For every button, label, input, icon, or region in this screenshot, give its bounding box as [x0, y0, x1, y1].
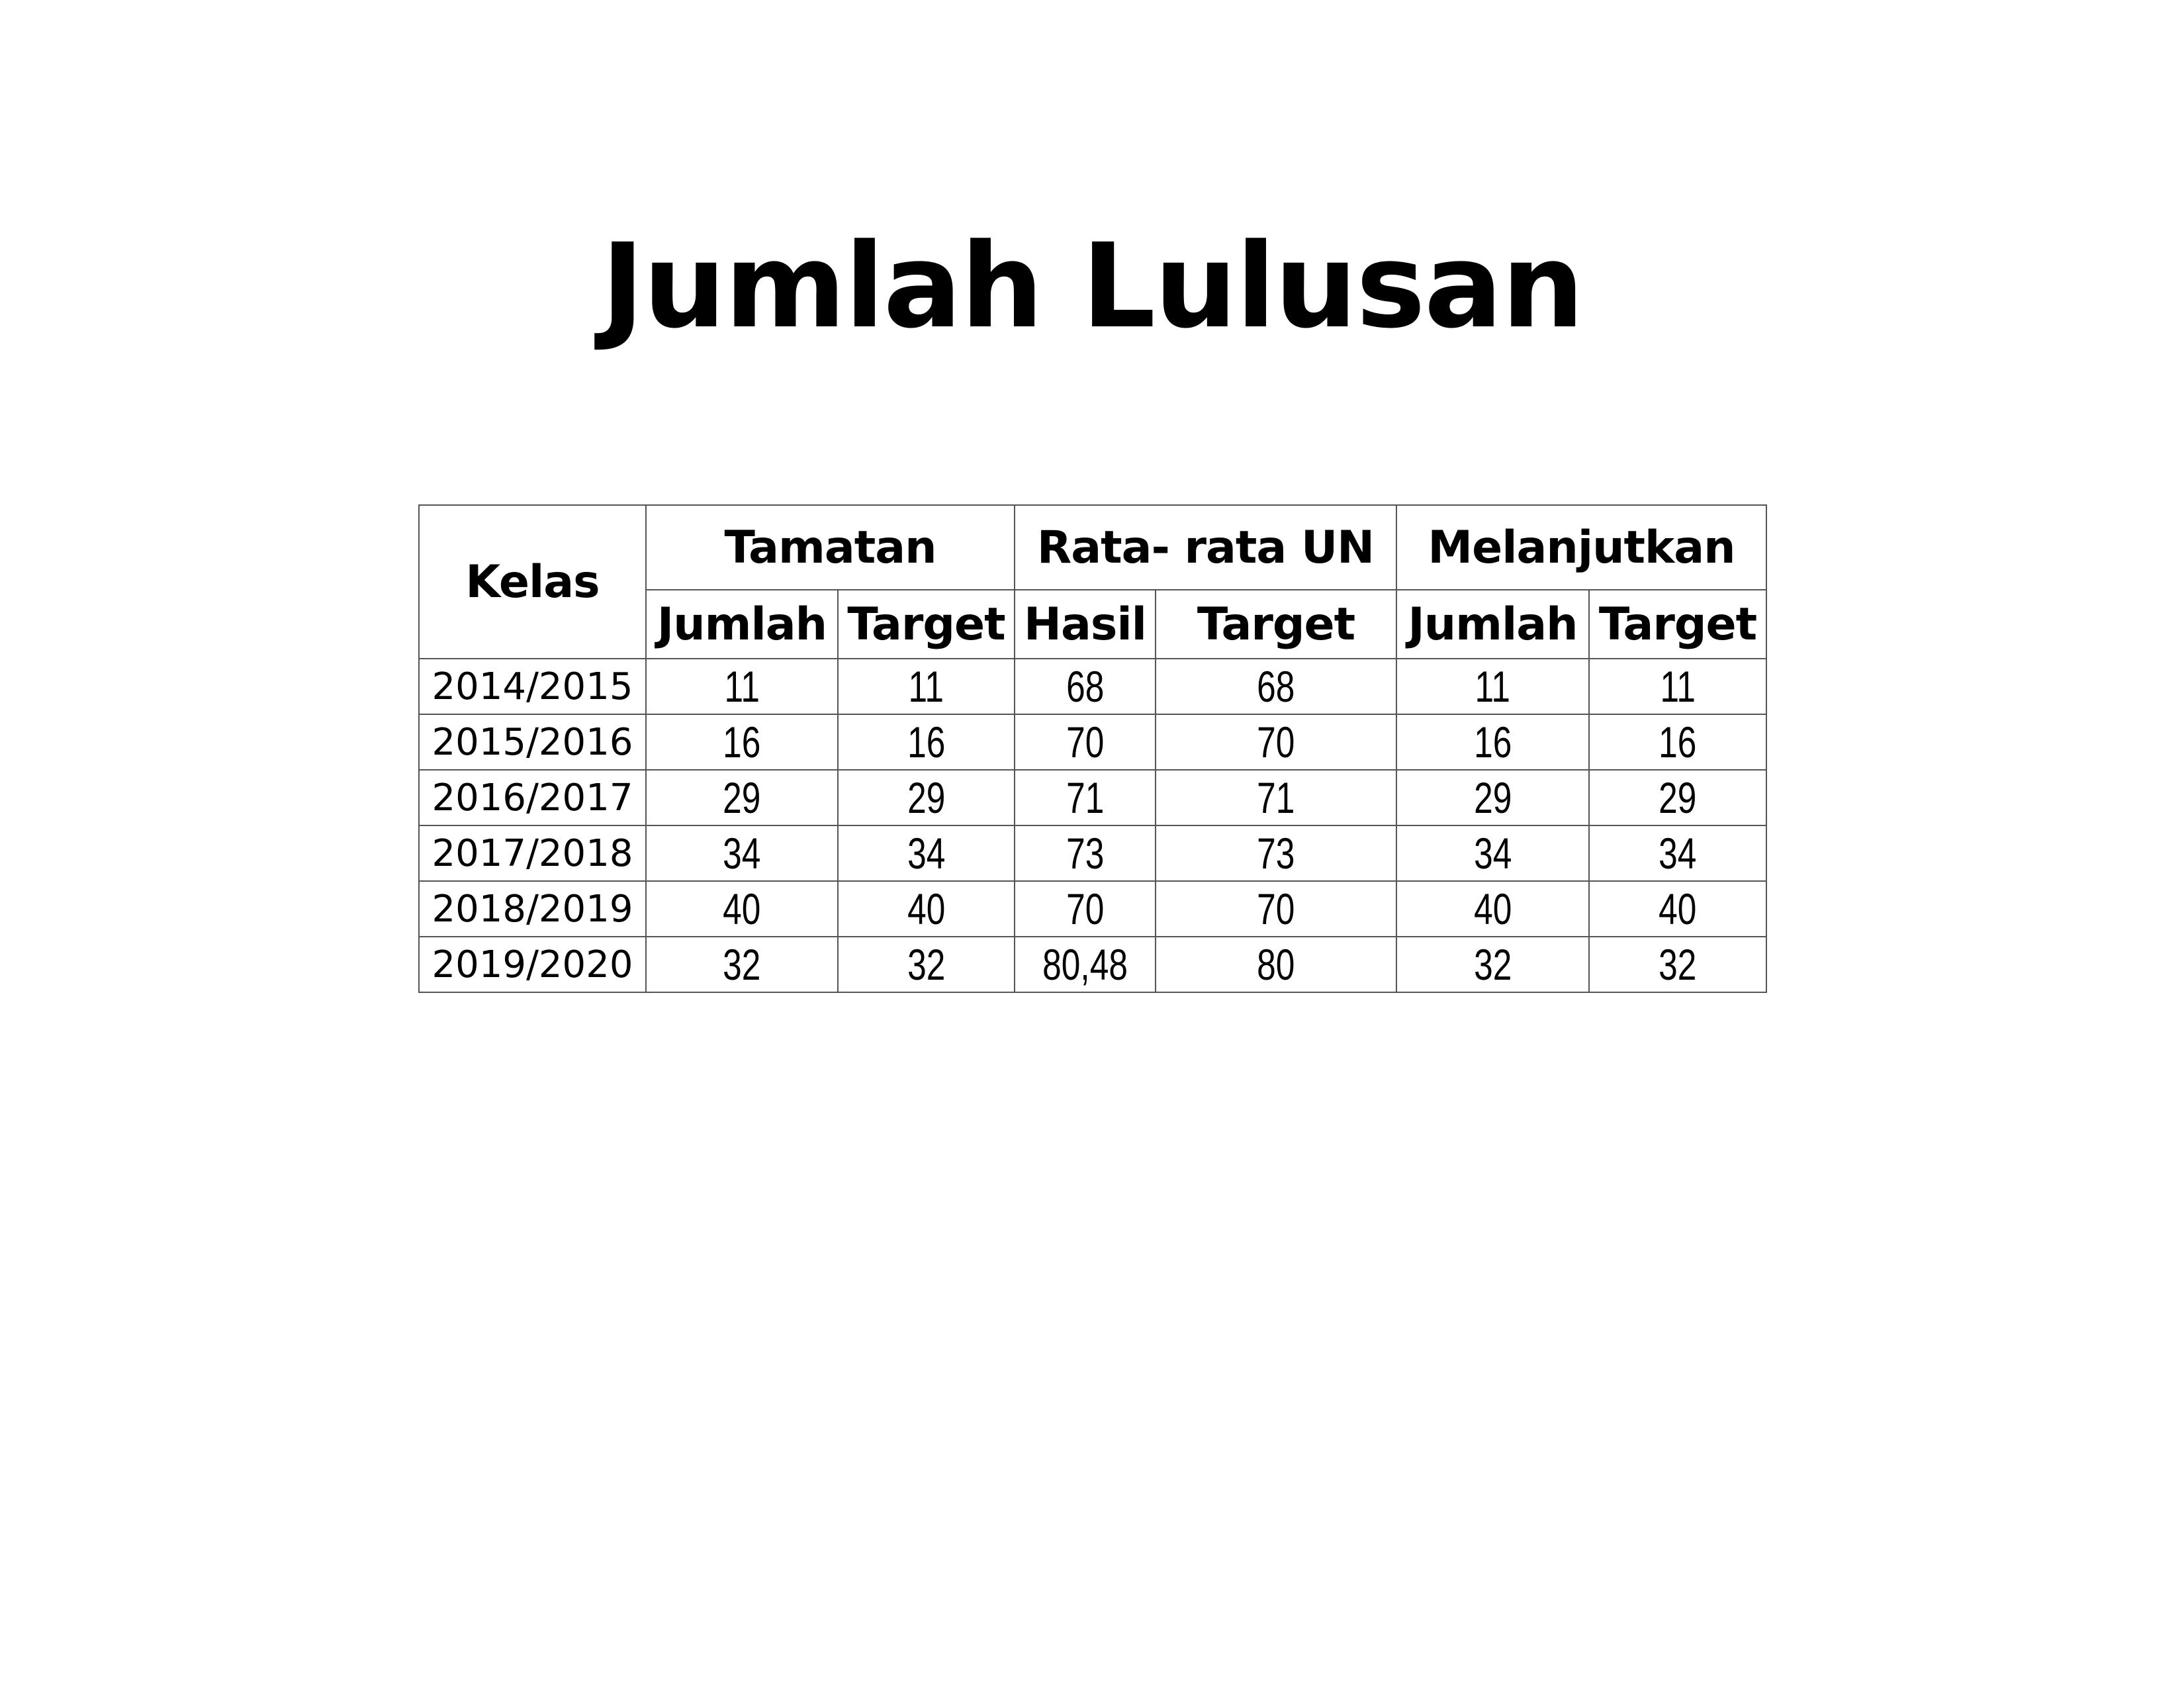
cell-value: 40 [645, 880, 839, 937]
header-kelas: Kelas [418, 504, 647, 659]
cell-value: 70 [1155, 714, 1397, 771]
cell-value: 11 [837, 658, 1015, 715]
cell-value: 32 [837, 936, 1015, 993]
cell-value: 16 [1588, 714, 1767, 771]
cell-value: 32 [1588, 936, 1767, 993]
cell-text: 32 [1659, 940, 1697, 989]
cell-text: 73 [1066, 829, 1105, 878]
cell-text: 32 [723, 940, 761, 989]
cell-value: 16 [1396, 714, 1590, 771]
table-row: 2017/2018 34 34 73 73 34 34 [418, 825, 1767, 882]
cell-value: 70 [1014, 880, 1156, 937]
cell-text: 34 [1473, 829, 1512, 878]
cell-value: 68 [1155, 658, 1397, 715]
cell-text: 71 [1257, 773, 1295, 822]
cell-value: 68 [1014, 658, 1156, 715]
cell-value: 16 [837, 714, 1015, 771]
cell-value: 11 [645, 658, 839, 715]
cell-text: 70 [1066, 718, 1105, 767]
cell-kelas: 2015/2016 [418, 714, 647, 771]
subheader-jumlah: Jumlah [645, 589, 839, 659]
cell-value: 29 [1396, 769, 1590, 826]
cell-value: 80 [1155, 936, 1397, 993]
cell-kelas: 2017/2018 [418, 825, 647, 882]
cell-text: 40 [1659, 884, 1697, 933]
cell-value: 40 [837, 880, 1015, 937]
cell-text: 29 [1473, 773, 1512, 822]
cell-kelas: 2016/2017 [418, 769, 647, 826]
header-melanjutkan: Melanjutkan [1396, 504, 1767, 590]
header-rata-rata-un: Rata- rata UN [1014, 504, 1397, 590]
cell-text: 40 [1473, 884, 1512, 933]
cell-value: 11 [1588, 658, 1767, 715]
cell-value: 34 [1588, 825, 1767, 882]
subheader-jumlah: Jumlah [1396, 589, 1590, 659]
cell-value: 80,48 [1014, 936, 1156, 993]
cell-value: 11 [1396, 658, 1590, 715]
cell-text: 80,48 [1042, 940, 1128, 989]
cell-value: 70 [1014, 714, 1156, 771]
cell-text: 11 [724, 662, 760, 711]
cell-text: 73 [1257, 829, 1295, 878]
cell-text: 80 [1257, 940, 1295, 989]
cell-text: 29 [1659, 773, 1697, 822]
cell-text: 32 [1473, 940, 1512, 989]
cell-text: 16 [723, 718, 761, 767]
cell-value: 71 [1155, 769, 1397, 826]
cell-value: 70 [1155, 880, 1397, 937]
cell-text: 70 [1257, 718, 1295, 767]
cell-value: 40 [1588, 880, 1767, 937]
cell-value: 40 [1396, 880, 1590, 937]
cell-value: 16 [645, 714, 839, 771]
subheader-target: Target [1155, 589, 1397, 659]
cell-text: 68 [1066, 662, 1105, 711]
cell-value: 34 [837, 825, 1015, 882]
cell-kelas: 2018/2019 [418, 880, 647, 937]
cell-text: 11 [908, 662, 944, 711]
cell-value: 29 [1588, 769, 1767, 826]
subheader-hasil: Hasil [1014, 589, 1156, 659]
cell-text: 68 [1257, 662, 1295, 711]
subheader-target: Target [1588, 589, 1767, 659]
cell-value: 34 [1396, 825, 1590, 882]
table-row: 2015/2016 16 16 70 70 16 16 [418, 714, 1767, 771]
table-row: 2018/2019 40 40 70 70 40 40 [418, 880, 1767, 937]
cell-text: 11 [1660, 662, 1696, 711]
table-row: 2014/2015 11 11 68 68 11 11 [418, 658, 1767, 715]
cell-text: 16 [1659, 718, 1697, 767]
cell-text: 29 [723, 773, 761, 822]
cell-value: 34 [645, 825, 839, 882]
cell-text: 70 [1257, 884, 1295, 933]
cell-text: 29 [907, 773, 946, 822]
cell-value: 73 [1014, 825, 1156, 882]
cell-text: 34 [1659, 829, 1697, 878]
header-tamatan: Tamatan [645, 504, 1015, 590]
cell-value: 71 [1014, 769, 1156, 826]
table-row: 2016/2017 29 29 71 71 29 29 [418, 769, 1767, 826]
cell-value: 73 [1155, 825, 1397, 882]
cell-text: 40 [907, 884, 946, 933]
cell-text: 40 [723, 884, 761, 933]
cell-text: 32 [907, 940, 946, 989]
cell-kelas: 2014/2015 [418, 658, 647, 715]
cell-text: 34 [723, 829, 761, 878]
graduates-table: Kelas Tamatan Rata- rata UN Melanjutkan … [418, 504, 1767, 993]
table-row: 2019/2020 32 32 80,48 80 32 32 [418, 936, 1767, 993]
cell-value: 32 [1396, 936, 1590, 993]
cell-text: 11 [1475, 662, 1511, 711]
cell-text: 71 [1066, 773, 1105, 822]
cell-text: 16 [1473, 718, 1512, 767]
cell-text: 34 [907, 829, 946, 878]
cell-value: 29 [837, 769, 1015, 826]
cell-value: 32 [645, 936, 839, 993]
cell-text: 70 [1066, 884, 1105, 933]
page-title: Jumlah Lulusan [601, 218, 1584, 354]
subheader-target: Target [837, 589, 1015, 659]
cell-text: 16 [907, 718, 946, 767]
cell-value: 29 [645, 769, 839, 826]
cell-kelas: 2019/2020 [418, 936, 647, 993]
